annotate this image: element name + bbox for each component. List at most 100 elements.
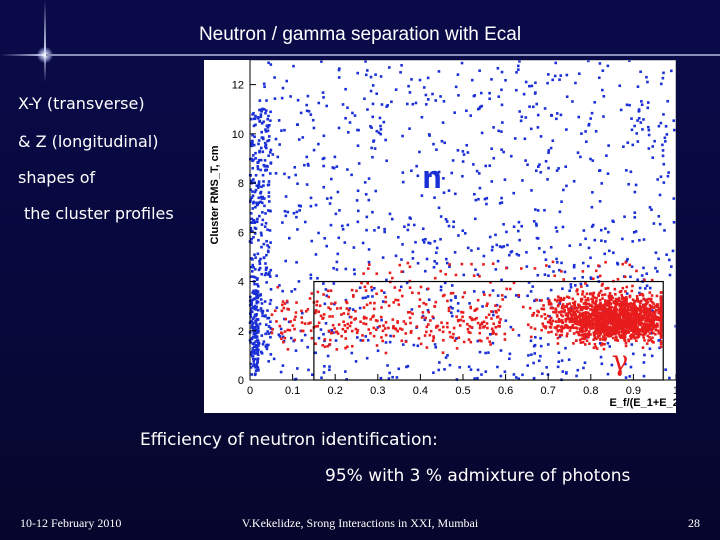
neutron-point (458, 365, 462, 369)
neutron-point (252, 342, 255, 345)
neutron-point (427, 241, 430, 245)
neutron-point (543, 208, 546, 212)
neutron-point (536, 165, 540, 168)
neutron-point (260, 245, 263, 249)
gamma-point (634, 299, 638, 303)
neutron-point (253, 282, 256, 286)
gamma-point (469, 306, 473, 310)
gamma-point (542, 325, 546, 328)
neutron-point (492, 126, 495, 129)
neutron-point (250, 241, 253, 244)
gamma-point (429, 329, 433, 333)
neutron-point (379, 132, 382, 136)
neutron-point (262, 120, 265, 124)
neutron-point (255, 301, 259, 305)
neutron-point (559, 113, 563, 117)
neutron-point (356, 209, 360, 213)
gamma-point (621, 302, 625, 305)
neutron-point (565, 128, 568, 131)
neutron-point (265, 99, 268, 102)
neutron-point (550, 114, 554, 117)
neutron-point (559, 74, 563, 77)
gamma-point (583, 295, 587, 299)
gamma-point (564, 320, 568, 323)
gamma-point (579, 299, 583, 303)
neutron-point (322, 332, 325, 336)
gamma-point (483, 293, 486, 296)
gamma-point (576, 292, 580, 296)
neutron-point (494, 233, 497, 237)
gamma-point (591, 313, 595, 317)
y-tick-label: 6 (238, 227, 244, 239)
gamma-point (600, 342, 604, 345)
gamma-point (343, 324, 347, 327)
neutron-point (267, 325, 271, 328)
neutron-point (307, 110, 311, 113)
neutron-point (256, 357, 260, 360)
neutron-point (297, 138, 301, 141)
gamma-point (635, 333, 639, 336)
neutron-point (565, 371, 568, 374)
neutron-point (411, 257, 415, 260)
neutron-point (250, 179, 253, 183)
gamma-point (362, 322, 365, 325)
gamma-point (400, 270, 403, 273)
neutron-point (664, 140, 667, 143)
neutron-point (264, 145, 267, 148)
gamma-point (278, 324, 282, 328)
gamma-point (314, 309, 318, 312)
gamma-point (572, 342, 575, 345)
neutron-point (473, 217, 477, 221)
neutron-point (325, 197, 329, 200)
gamma-point (584, 320, 588, 324)
neutron-point (268, 229, 272, 232)
neutron-point (280, 129, 283, 132)
neutron-point (481, 305, 484, 308)
gamma-point (346, 345, 349, 349)
gamma-point (606, 299, 610, 303)
y-tick-label: 4 (238, 277, 244, 289)
neutron-point (593, 238, 597, 242)
gamma-point (529, 326, 533, 329)
gamma-point (588, 342, 591, 345)
gamma-point (396, 298, 400, 302)
gamma-point (556, 329, 560, 333)
gamma-point (291, 324, 295, 327)
gamma-point (562, 296, 566, 300)
neutron-point (478, 69, 481, 72)
gamma-point (637, 332, 641, 336)
gamma-point (581, 290, 585, 293)
gamma-point (608, 292, 612, 295)
neutron-point (322, 134, 326, 138)
gamma-point (498, 325, 501, 328)
neutron-point (509, 325, 513, 329)
neutron-point (642, 118, 645, 121)
neutron-point (254, 205, 257, 209)
gamma-point (342, 320, 345, 324)
neutron-point (373, 287, 376, 290)
gamma-point (300, 321, 304, 324)
gamma-point (595, 306, 598, 310)
neutron-point (598, 342, 602, 345)
gamma-point (656, 329, 660, 332)
gamma-point (648, 321, 652, 324)
gamma-point (540, 315, 543, 318)
gamma-point (608, 330, 612, 334)
gamma-point (591, 308, 594, 311)
gamma-point (652, 316, 656, 320)
gamma-point (418, 305, 421, 308)
neutron-point (406, 228, 410, 232)
gamma-point (630, 307, 634, 311)
gamma-point (485, 304, 488, 308)
gamma-point (659, 325, 663, 328)
gamma-point (570, 305, 573, 308)
neutron-point (560, 261, 563, 265)
neutron-point (335, 268, 339, 271)
neutron-point (259, 108, 263, 112)
neutron-point (532, 344, 536, 348)
gamma-point (609, 311, 612, 314)
neutron-point (539, 344, 543, 348)
gamma-point (659, 307, 663, 310)
gamma-point (590, 297, 593, 301)
neutron-point (330, 328, 334, 332)
